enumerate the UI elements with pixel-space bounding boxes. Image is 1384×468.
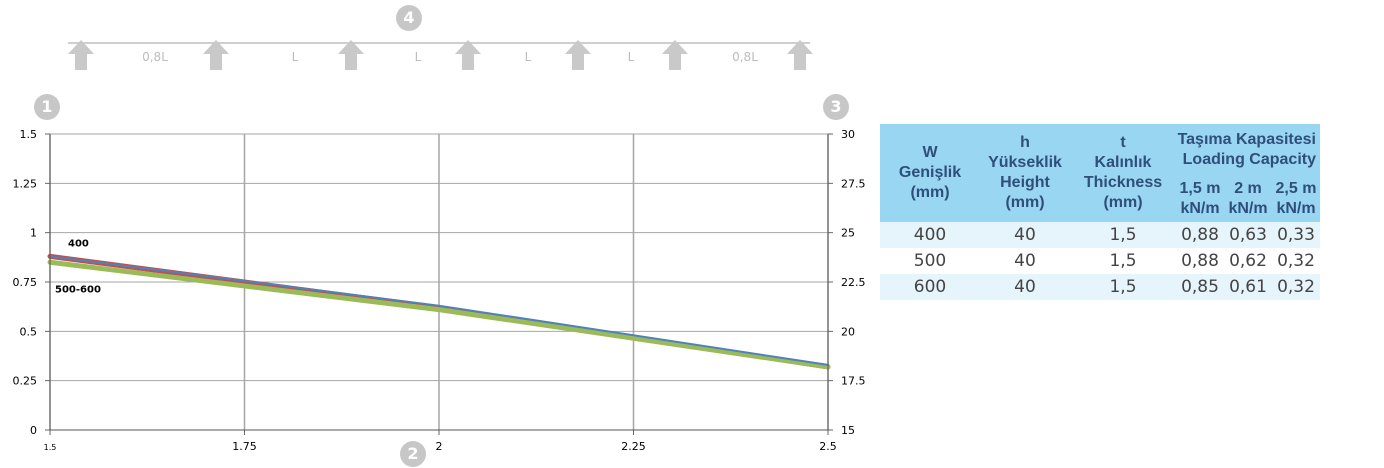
col-header-span-1-5: 1,5 m kN/m: [1176, 176, 1224, 222]
support-arrow-icon: [68, 40, 94, 70]
support-arrow-icon: [662, 40, 688, 70]
table-cell: 1,5: [1109, 251, 1137, 271]
badge-4: 4: [396, 5, 422, 31]
table-cell: 0,88: [1181, 251, 1219, 271]
table-cell: 1,5: [1070, 222, 1176, 248]
series-label: 500-600: [55, 284, 101, 295]
table-cell: 0,32: [1272, 274, 1320, 300]
badge-1: 1: [34, 94, 60, 120]
y2-tick-label: 15: [841, 424, 855, 437]
table-cell: 0,32: [1277, 251, 1315, 271]
header-line: kN/m: [1228, 200, 1268, 217]
span-diagram: 4 0,8L L L L L 0,8L: [0, 0, 860, 80]
y2-tick-label: 20: [841, 325, 855, 338]
header-line: 1,5 m: [1179, 180, 1221, 197]
badge-3: 3: [823, 94, 849, 120]
chart-labels: 400 500-600: [55, 238, 101, 295]
span-label: L: [627, 50, 635, 64]
header-line: kN/m: [1276, 200, 1316, 217]
table-cell: 0,61: [1224, 274, 1272, 300]
table-cell: 0,88: [1176, 222, 1224, 248]
y-tick-label: 1.25: [13, 177, 38, 190]
y-tick-label: 1.5: [20, 128, 38, 141]
span-label: L: [291, 50, 299, 64]
x-tick-label: 2: [436, 440, 443, 453]
header-line: (mm): [910, 184, 950, 201]
x-tick-label: 1.5: [44, 443, 57, 452]
span-label: L: [414, 50, 422, 64]
table-cell: 500: [913, 251, 947, 271]
y2-tick-label: 30: [841, 128, 855, 141]
x-tick-label: 2.25: [621, 440, 646, 453]
capacity-chart: 0 150.25 17.50.5 200.75 22.51 251.25 27.51.5 30…: [13, 128, 866, 453]
table-cell: 0,63: [1224, 222, 1272, 248]
header-line: Kalınlık: [1094, 154, 1152, 171]
span-label: L: [524, 50, 532, 64]
y-tick-label: 0.75: [13, 276, 38, 289]
support-arrow-icon: [787, 40, 813, 70]
header-line: h: [1020, 134, 1030, 151]
col-header-span-2-5: 2,5 m kN/m: [1272, 176, 1320, 222]
header-line: W: [922, 144, 938, 161]
table-cell: 0,33: [1272, 222, 1320, 248]
table-row: 600 40 1,5 0,85 0,61 0,32: [880, 274, 1320, 300]
x-tick-label: 1.75: [232, 440, 257, 453]
span-label: 0,8L: [142, 50, 168, 64]
chart-axes: 0 150.25 17.50.5 200.75 22.51 251.25 27.51.5 30…: [13, 128, 866, 453]
table-row: 400 40 1,5 0,88 0,63 0,33: [880, 222, 1320, 248]
header-line: Taşıma Kapasitesi: [1177, 131, 1316, 148]
header-line: Height: [1000, 174, 1050, 191]
table-cell: 0,85: [1176, 274, 1224, 300]
col-header-thickness: t Kalınlık Thickness (mm): [1070, 124, 1176, 222]
header-line: Genişlik: [898, 164, 962, 181]
support-arrow-icon: [565, 40, 591, 70]
table-cell: 40: [1014, 251, 1036, 271]
table-subheader-row: 1,5 m kN/m 2 m kN/m 2,5 m kN/m: [880, 176, 1320, 222]
table-cell: 600: [880, 274, 980, 300]
table-cell: 0,62: [1229, 251, 1267, 271]
col-header-capacity: Taşıma Kapasitesi Loading Capacity: [1176, 124, 1320, 176]
table-row: 500 40 1,5 0,88 0,62 0,32: [880, 248, 1320, 274]
col-header-width: W Genişlik (mm): [880, 124, 980, 222]
y2-tick-label: 27.5: [841, 177, 866, 190]
badge-2: 2: [400, 441, 426, 467]
table-cell: 40: [980, 274, 1070, 300]
table-cell: 40: [980, 222, 1070, 248]
header-line: Yükseklik: [988, 154, 1062, 171]
span-line: [68, 42, 810, 44]
support-arrow-icon: [455, 40, 481, 70]
table-header-row: W Genişlik (mm) h Yükseklik Height (mm) …: [880, 124, 1320, 222]
header-line: (mm): [1005, 194, 1045, 211]
span-label: 0,8L: [732, 50, 758, 64]
y-tick-label: 1: [30, 227, 37, 240]
x-tick-label: 2.5: [819, 440, 837, 453]
header-line: t: [1120, 134, 1126, 151]
y-tick-label: 0.25: [13, 375, 38, 388]
col-header-height: h Yükseklik Height (mm): [980, 124, 1070, 222]
y-tick-label: 0.5: [20, 325, 38, 338]
header-line: Thickness: [1083, 174, 1163, 191]
support-arrow-icon: [338, 40, 364, 70]
header-line: Loading Capacity: [1182, 151, 1316, 168]
y2-tick-label: 17.5: [841, 375, 866, 388]
header-line: 2,5 m: [1275, 180, 1317, 197]
table-cell: 400: [880, 222, 980, 248]
series-label: 400: [68, 238, 89, 249]
header-line: (mm): [1103, 194, 1143, 211]
spec-table: W Genişlik (mm) h Yükseklik Height (mm) …: [880, 124, 1320, 300]
chart-grid: [49, 133, 829, 431]
header-line: kN/m: [1180, 200, 1220, 217]
chart-series: [47, 253, 831, 370]
header-line: 2 m: [1234, 180, 1262, 197]
y2-tick-label: 22.5: [841, 276, 866, 289]
table-cell: 1,5: [1070, 274, 1176, 300]
col-header-span-2: 2 m kN/m: [1224, 176, 1272, 222]
support-arrow-icon: [203, 40, 229, 70]
y-tick-label: 0: [30, 424, 37, 437]
y2-tick-label: 25: [841, 227, 855, 240]
